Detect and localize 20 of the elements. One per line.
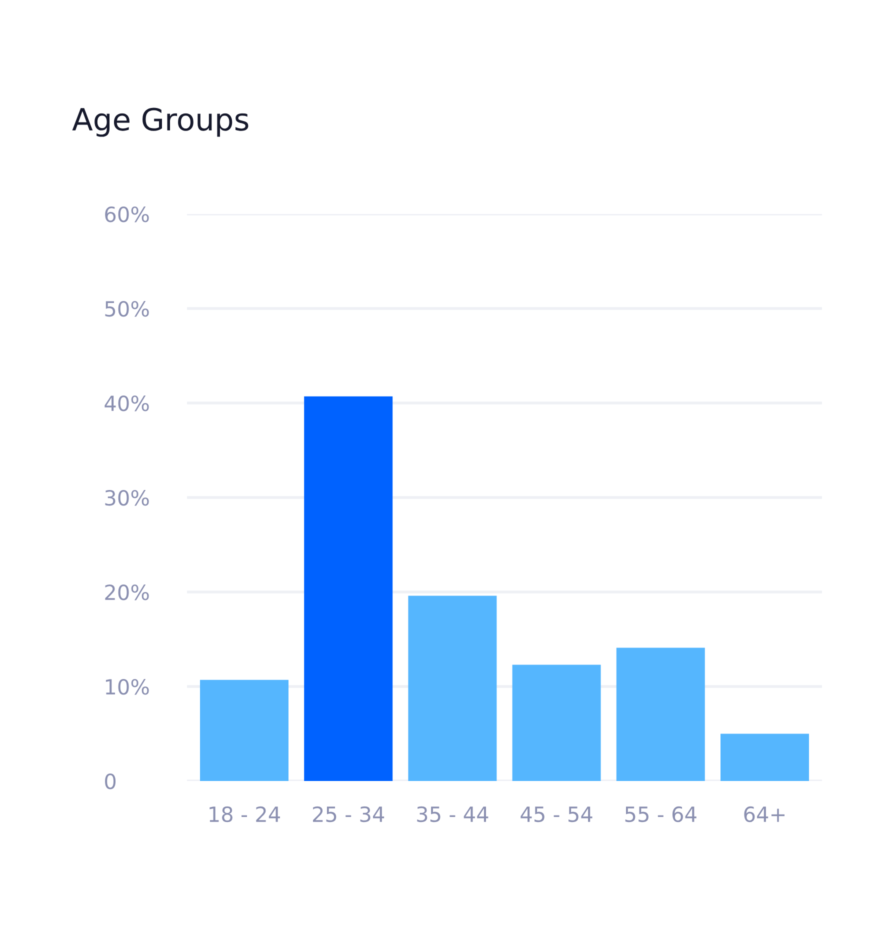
bar	[304, 396, 393, 781]
bar	[720, 734, 809, 781]
x-tick-label: 45 - 54	[520, 806, 592, 822]
x-tick-label: 25 - 34	[312, 806, 384, 822]
y-tick-label: 0	[105, 773, 116, 790]
bar	[408, 596, 497, 781]
y-tick-label: 30%	[105, 490, 149, 506]
bar	[616, 648, 705, 781]
bar	[512, 664, 601, 781]
x-tick-label: 18 - 24	[210, 806, 280, 822]
bar	[200, 680, 288, 781]
x-tick-label: 64+	[744, 806, 785, 822]
y-tick-label: 20%	[105, 584, 149, 600]
y-tick-label: 10%	[106, 678, 149, 695]
y-tick-label: 50%	[105, 300, 149, 317]
x-tick-label: 55 - 64	[625, 806, 696, 822]
chart-title: Age Groups	[72, 108, 248, 137]
y-tick-label: 60%	[105, 206, 149, 222]
y-tick-label: 40%	[104, 395, 149, 412]
x-tick-label: 35 - 44	[417, 806, 488, 822]
